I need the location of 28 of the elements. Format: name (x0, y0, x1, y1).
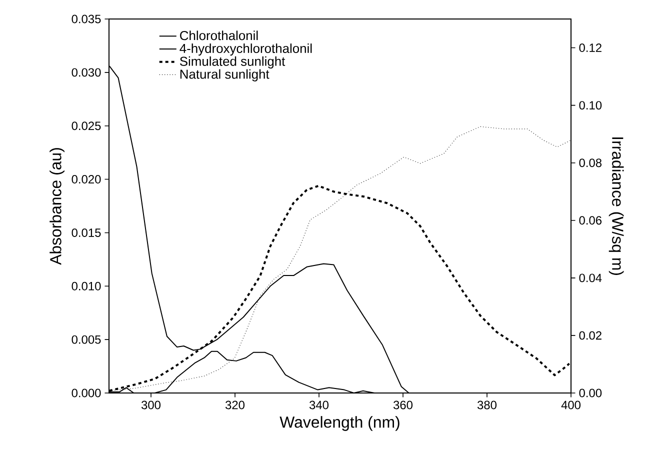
y2-tick-label: 0.06 (579, 216, 602, 225)
y-axis-title: Absorbance (au) (50, 148, 64, 265)
legend-label: Chlorothalonil (180, 30, 258, 40)
y-tick-label: 0.025 (72, 122, 101, 130)
y-tick-label: 0.035 (72, 14, 101, 24)
x-tick-label: 380 (477, 400, 497, 410)
y2-tick-label: 0.02 (579, 331, 602, 340)
y2-tick-label: 0.04 (579, 274, 602, 282)
y2-tick-label: 0.12 (579, 44, 602, 52)
legend-label: Natural sunlight (180, 69, 270, 82)
y-tick-label: 0.020 (72, 175, 101, 184)
x-tick-label: 340 (309, 400, 329, 410)
y-tick-label: 0.000 (72, 388, 101, 398)
legend-label: 4-hydroxychlorothalonil (180, 44, 312, 56)
y2-tick-label: 0.10 (579, 101, 602, 110)
x-tick-label: 360 (393, 400, 413, 410)
legend-label: Simulated sunlight (180, 56, 286, 68)
y-tick-label: 0.005 (72, 335, 101, 344)
x-axis-title: Wavelength (nm) (280, 416, 400, 431)
y-tick-label: 0.015 (72, 228, 101, 237)
y-tick-label: 0.030 (72, 68, 101, 77)
y2-axis-title: Irradiance (W/sq m) (608, 137, 624, 275)
x-tick-label: 400 (561, 400, 581, 410)
y2-tick-label: 0.00 (579, 388, 602, 398)
x-tick-label: 320 (225, 400, 245, 410)
x-tick-label: 300 (141, 400, 161, 410)
y-tick-label: 0.010 (72, 282, 101, 290)
y2-tick-label: 0.08 (579, 158, 602, 168)
